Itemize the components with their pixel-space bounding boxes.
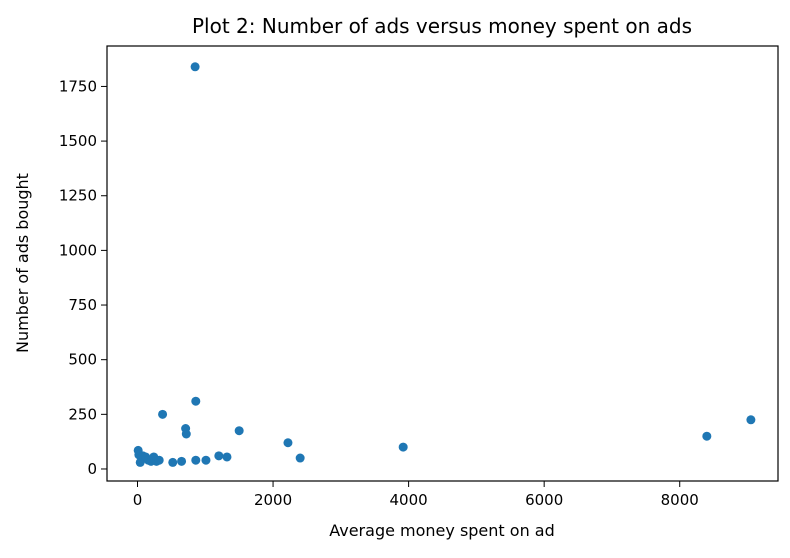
data-point bbox=[283, 438, 293, 448]
data-point bbox=[234, 426, 244, 436]
y-tick-label: 1750 bbox=[59, 77, 97, 95]
data-point bbox=[201, 455, 211, 465]
data-point bbox=[154, 455, 164, 465]
x-tick-label: 0 bbox=[133, 491, 143, 509]
y-tick-label: 1000 bbox=[59, 241, 97, 259]
data-point bbox=[746, 415, 756, 425]
data-point bbox=[158, 409, 168, 419]
x-axis-label: Average money spent on ad bbox=[329, 521, 555, 540]
data-point bbox=[168, 457, 178, 467]
x-tick-label: 6000 bbox=[525, 491, 563, 509]
data-point bbox=[190, 62, 200, 72]
data-points bbox=[133, 62, 756, 467]
x-tick-label: 2000 bbox=[254, 491, 292, 509]
y-axis-ticks: 0 250 500 750 1000 1250 1500 1750 bbox=[59, 77, 107, 478]
data-point bbox=[295, 453, 305, 463]
x-tick-label: 4000 bbox=[390, 491, 428, 509]
plot-area-frame bbox=[106, 45, 779, 482]
y-tick-label: 0 bbox=[87, 460, 97, 478]
data-point bbox=[191, 455, 201, 465]
data-point bbox=[191, 396, 201, 406]
y-tick-label: 250 bbox=[68, 405, 97, 423]
data-point bbox=[181, 429, 191, 439]
y-axis-label: Number of ads bought bbox=[13, 173, 32, 353]
data-point bbox=[398, 442, 408, 452]
data-point bbox=[177, 456, 187, 466]
data-point bbox=[214, 451, 224, 461]
y-tick-label: 1500 bbox=[59, 132, 97, 150]
x-tick-label: 8000 bbox=[661, 491, 699, 509]
data-point bbox=[702, 431, 712, 441]
data-point bbox=[222, 452, 232, 462]
y-tick-label: 750 bbox=[68, 296, 97, 314]
y-tick-label: 500 bbox=[68, 351, 97, 369]
y-tick-label: 1250 bbox=[59, 187, 97, 205]
chart-title: Plot 2: Number of ads versus money spent… bbox=[192, 14, 692, 38]
x-axis-ticks: 0 2000 4000 6000 8000 bbox=[133, 481, 699, 509]
